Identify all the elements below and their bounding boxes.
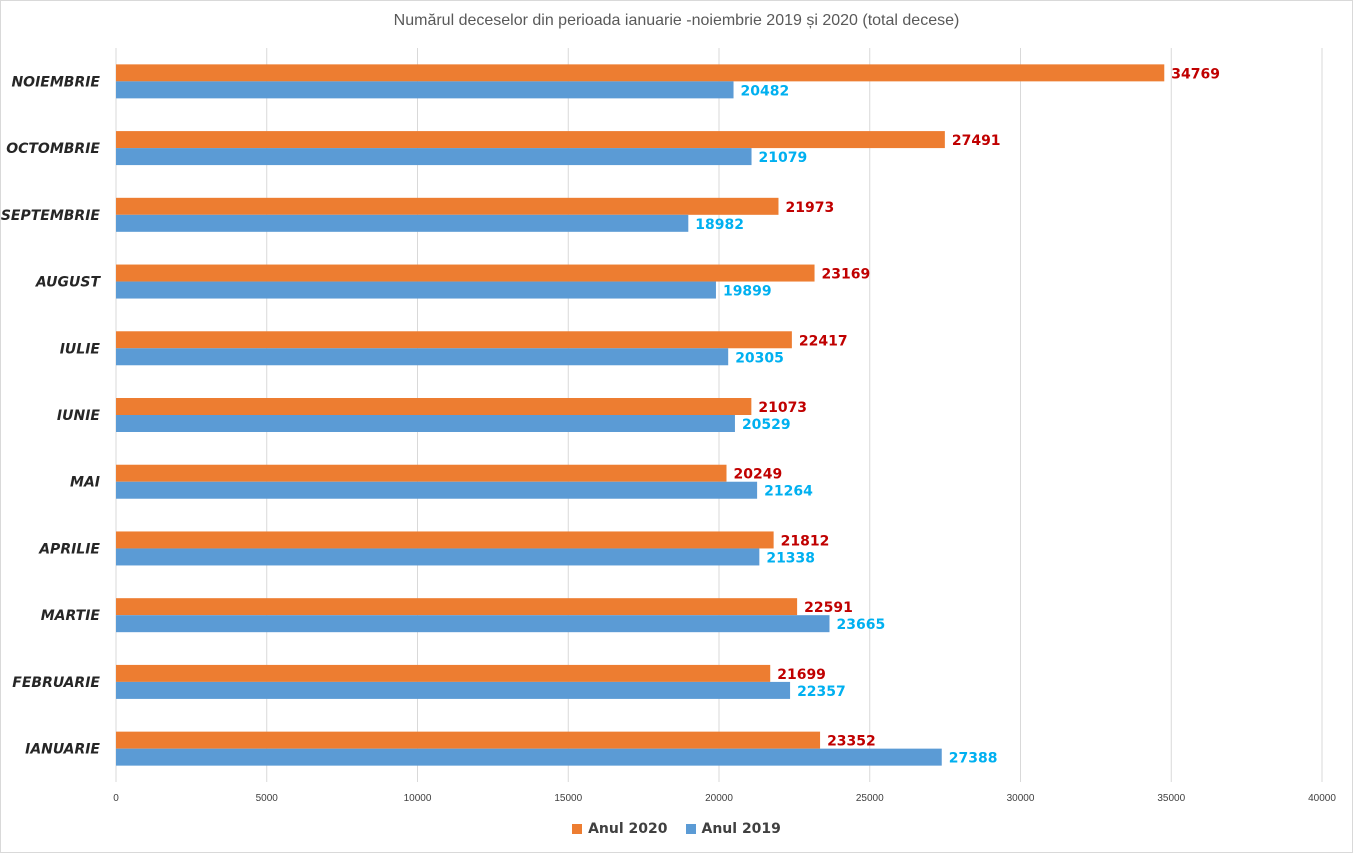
bar-anul-2019 [116, 81, 734, 99]
category-label: MAI [70, 475, 100, 491]
bar-anul-2020 [116, 464, 727, 482]
data-label: 21699 [777, 667, 826, 683]
bar-anul-2020 [116, 664, 771, 682]
data-label: 21338 [766, 550, 815, 566]
bar-anul-2020 [116, 197, 779, 215]
category-label: SEPTEMBRIE [1, 208, 101, 224]
category-label: MARTIE [41, 608, 101, 624]
legend-label-2020: Anul 2020 [588, 821, 668, 837]
legend-swatch-2019 [685, 824, 696, 834]
data-label: 23665 [836, 617, 885, 633]
category-label: IANUARIE [25, 742, 100, 758]
data-label: 21264 [764, 484, 813, 500]
data-label: 19899 [723, 284, 772, 300]
data-label: 22357 [797, 684, 846, 700]
bar-anul-2020 [116, 531, 774, 549]
legend: Anul 2020 Anul 2019 [0, 821, 1353, 837]
legend-label-2019: Anul 2019 [701, 821, 781, 837]
bar-anul-2020 [116, 64, 1165, 82]
data-label: 18982 [695, 217, 744, 233]
data-label: 20529 [742, 417, 791, 433]
data-label: 21812 [781, 533, 830, 549]
x-tick-label: 0 [113, 793, 119, 804]
bar-anul-2020 [116, 731, 821, 749]
bar-anul-2019 [116, 548, 760, 566]
chart-title: Numărul deceselor din perioada ianuarie … [393, 12, 960, 29]
bar-anul-2020 [116, 264, 815, 282]
bar-anul-2019 [116, 748, 942, 766]
x-tick-label: 35000 [1157, 793, 1185, 804]
category-label: APRILIE [38, 541, 100, 557]
data-label: 34769 [1171, 66, 1220, 82]
data-label: 23352 [827, 734, 876, 750]
data-label: 21973 [785, 200, 834, 216]
data-label: 23169 [822, 267, 871, 283]
bar-anul-2019 [116, 214, 689, 232]
category-label: AUGUST [35, 275, 102, 291]
legend-item-2020: Anul 2020 [572, 821, 668, 837]
category-label: OCTOMBRIE [6, 141, 100, 157]
category-label: NOIEMBRIE [11, 74, 100, 90]
bar-anul-2019 [116, 348, 729, 366]
data-label: 27388 [949, 751, 998, 767]
bar-anul-2019 [116, 148, 752, 166]
legend-swatch-2020 [572, 824, 583, 834]
x-tick-label: 40000 [1308, 793, 1336, 804]
x-tick-label: 15000 [554, 793, 582, 804]
data-label: 21073 [758, 400, 807, 416]
x-tick-label: 20000 [705, 793, 733, 804]
bar-anul-2020 [116, 131, 945, 149]
bar-anul-2019 [116, 281, 716, 299]
legend-item-2019: Anul 2019 [685, 821, 781, 837]
x-tick-label: 25000 [856, 793, 884, 804]
bar-anul-2020 [116, 398, 752, 415]
category-label: IULIE [60, 341, 101, 357]
bar-anul-2019 [116, 681, 791, 699]
data-label: 22417 [799, 333, 848, 349]
data-label: 21079 [759, 150, 808, 166]
data-label: 20305 [735, 350, 784, 366]
bar-anul-2020 [116, 331, 792, 349]
bar-anul-2019 [116, 415, 735, 432]
x-tick-label: 5000 [256, 793, 279, 804]
bars [116, 64, 1165, 766]
data-label: 22591 [804, 600, 853, 616]
category-label: FEBRUARIE [12, 675, 100, 691]
data-label: 20482 [741, 83, 790, 99]
bar-anul-2019 [116, 615, 830, 633]
x-tick-label: 10000 [404, 793, 432, 804]
x-tick-label: 30000 [1007, 793, 1035, 804]
data-label: 27491 [952, 133, 1001, 149]
category-label: IUNIE [57, 408, 101, 424]
bar-anul-2020 [116, 598, 798, 616]
data-label: 20249 [734, 467, 783, 483]
labels: 0 5000 10000 15000 20000 25000 30000 35000 40000… [1, 66, 1337, 804]
bar-anul-2019 [116, 481, 758, 499]
